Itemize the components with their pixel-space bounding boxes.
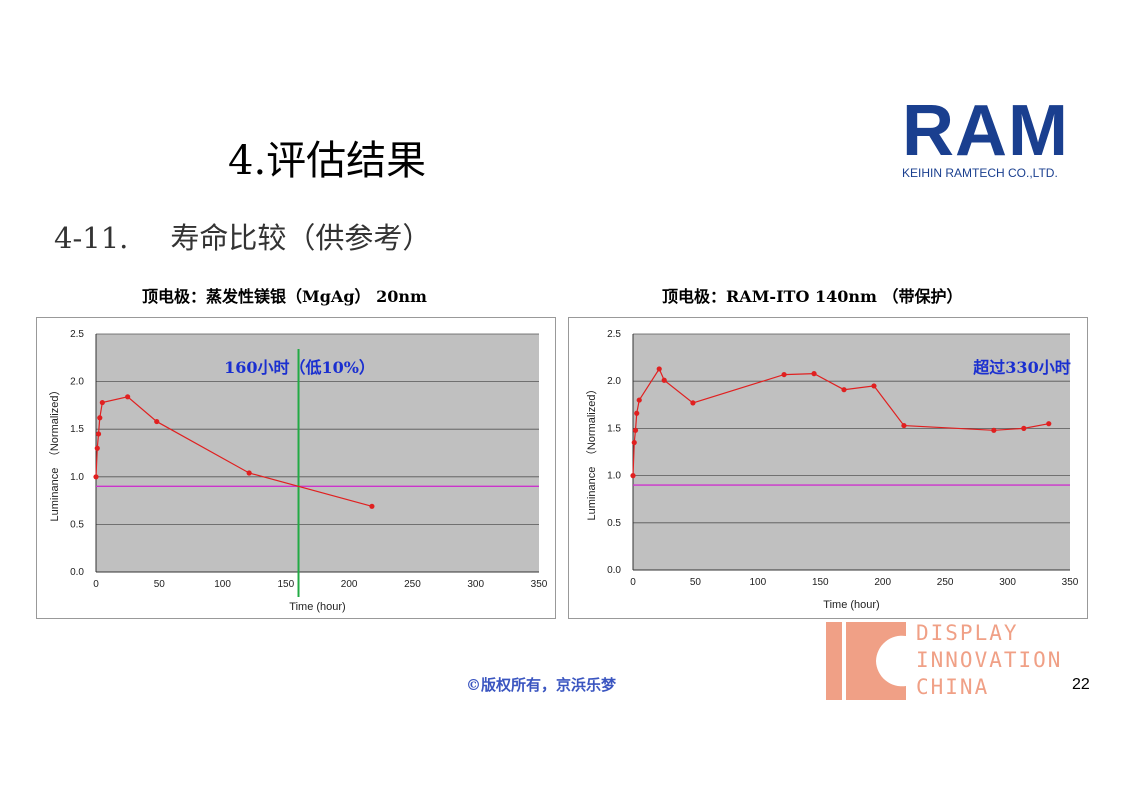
y-tick-label: 0.0	[70, 567, 84, 578]
y-tick-label: 1.5	[607, 423, 621, 434]
data-point	[636, 397, 642, 403]
chart-1-title: 顶电极：蒸发性镁银（MgAg） 20nm	[142, 287, 427, 306]
y-tick-label: 2.0	[607, 376, 621, 387]
x-tick-label: 350	[531, 579, 548, 590]
logo-brand: RAM	[902, 91, 1069, 171]
data-point	[154, 418, 160, 425]
watermark-line: DISPLAY	[916, 621, 1019, 645]
display-innovation-china-logo-icon	[826, 622, 906, 700]
x-tick-label: 0	[630, 577, 636, 588]
data-point	[841, 387, 847, 393]
x-tick-label: 200	[874, 577, 891, 588]
data-point	[661, 377, 667, 383]
subsection-heading: 4-11. 寿命比较（供参考）	[54, 215, 431, 257]
watermark-line: CHINA	[916, 675, 990, 699]
data-point	[634, 410, 640, 416]
data-point	[991, 427, 997, 433]
y-tick-label: 2.5	[70, 329, 84, 340]
watermark-line: INNOVATION	[916, 648, 1063, 672]
chart-2: 0.0 0.5 1.0 1.5 2.0 2.5 0 50 100 150 200 250 300 350 T…	[585, 329, 1079, 611]
y-tick-label: 0.5	[607, 518, 621, 529]
x-tick-label: 50	[154, 579, 166, 590]
data-point	[97, 415, 103, 421]
data-point	[99, 399, 105, 406]
subsection-number: 4-11.	[54, 221, 129, 255]
logo-company-name: KEIHIN RAMTECH CO.,LTD.	[902, 166, 1058, 180]
data-point	[631, 439, 637, 446]
chart-1-frame: 0.0 0.5 1.0 1.5 2.0 2.5 0 50 100 150 200 250 300 350 T…	[36, 317, 556, 619]
x-tick-label: 350	[1062, 577, 1079, 588]
x-tick-label: 200	[341, 579, 358, 590]
y-tick-label: 1.0	[607, 471, 621, 482]
y-axis-label: Luminance （Normalized）	[585, 384, 598, 521]
y-tick-label: 2.0	[70, 377, 84, 388]
subsection-title: 寿命比较（供参考）	[170, 221, 432, 255]
data-point	[690, 400, 696, 406]
chart-2-title: 顶电极：RAM-ITO 140nm （带保护）	[662, 287, 963, 306]
y-tick-label: 0.5	[70, 519, 84, 530]
data-point	[630, 473, 636, 479]
data-point	[125, 394, 131, 400]
x-tick-label: 250	[937, 577, 954, 588]
x-tick-label: 300	[999, 577, 1016, 588]
data-point	[656, 366, 662, 372]
copyright-notice: ©版权所有，京浜乐梦	[466, 676, 617, 694]
x-tick-label: 100	[750, 577, 767, 588]
data-point	[1046, 421, 1052, 427]
chart-2-frame: 0.0 0.5 1.0 1.5 2.0 2.5 0 50 100 150 200 250 300 350 T…	[568, 317, 1088, 619]
y-tick-label: 2.5	[607, 329, 621, 340]
data-point	[94, 445, 100, 451]
data-point	[369, 503, 375, 509]
data-point	[871, 383, 877, 389]
chart-annotation: 160小时（低10%）	[224, 358, 375, 377]
data-point	[1021, 425, 1027, 431]
x-tick-label: 250	[404, 579, 421, 590]
data-point	[901, 422, 907, 429]
y-axis-label: Luminance （Normalized）	[48, 385, 61, 522]
data-point	[246, 470, 252, 476]
x-tick-label: 100	[214, 579, 231, 590]
plot-area	[633, 334, 1070, 570]
section-title: 4.评估结果	[228, 138, 427, 184]
watermark-text: DISPLAY INNOVATION CHINA	[916, 620, 1062, 701]
company-logo: RAM KEIHIN RAMTECH CO.,LTD.	[902, 91, 1098, 180]
data-point	[632, 427, 639, 433]
data-point	[781, 371, 787, 378]
series-line	[632, 367, 1049, 476]
plot-area	[96, 334, 539, 572]
data-point	[93, 474, 99, 480]
data-point	[95, 431, 102, 437]
x-tick-label: 50	[690, 577, 702, 588]
chart-annotation: 超过330小时	[972, 358, 1070, 377]
x-tick-label: 300	[467, 579, 484, 590]
page-number: 22	[1072, 676, 1090, 693]
data-point	[811, 371, 817, 377]
chart-1: 0.0 0.5 1.0 1.5 2.0 2.5 0 50 100 150 200 250 300 350 T…	[48, 329, 548, 613]
y-tick-label: 1.5	[70, 424, 84, 435]
x-tick-label: 0	[93, 579, 99, 590]
x-axis-label: Time (hour)	[823, 599, 879, 611]
y-tick-label: 0.0	[607, 565, 621, 576]
x-tick-label: 150	[812, 577, 829, 588]
x-tick-label: 150	[278, 579, 295, 590]
y-tick-label: 1.0	[70, 472, 84, 483]
x-axis-label: Time (hour)	[289, 601, 345, 613]
